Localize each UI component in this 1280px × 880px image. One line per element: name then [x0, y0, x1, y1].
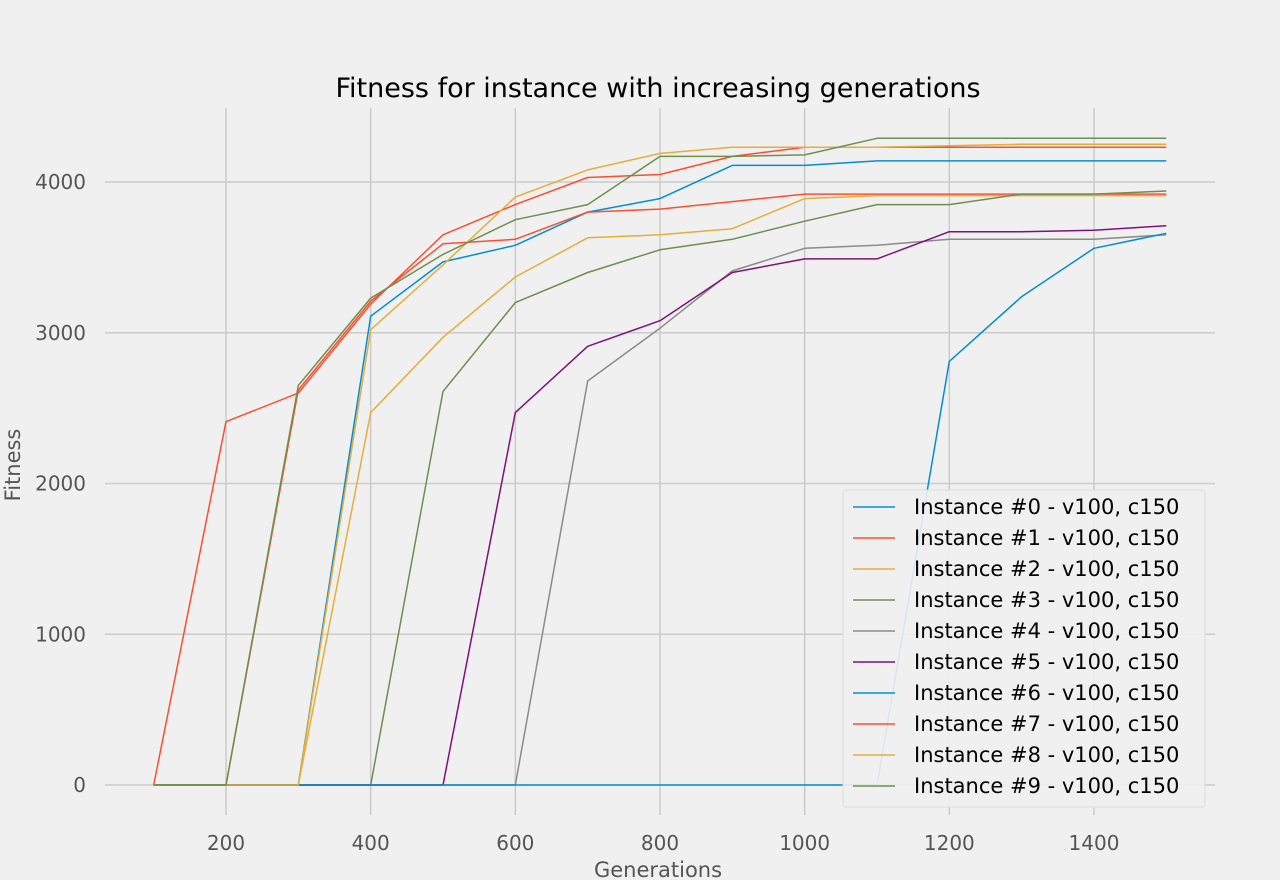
series-line-9 [153, 137, 1167, 786]
x-axis-label: Generations [594, 858, 722, 880]
legend-entry: Instance #0 - v100, c150 [914, 495, 1179, 519]
legend-entry: Instance #2 - v100, c150 [914, 557, 1179, 581]
legend-entry: Instance #6 - v100, c150 [914, 681, 1179, 705]
y-tick-label: 4000 [35, 170, 86, 194]
legend-entry: Instance #5 - v100, c150 [914, 650, 1179, 674]
legend-entry: Instance #7 - v100, c150 [914, 712, 1179, 736]
series-line-6 [153, 232, 1167, 786]
y-tick-label: 3000 [35, 321, 86, 345]
x-tick-label: 1200 [924, 831, 975, 855]
legend-entry: Instance #3 - v100, c150 [914, 588, 1179, 612]
series-line-2 [153, 194, 1167, 786]
x-tick-label: 1000 [779, 831, 830, 855]
y-tick-label: 1000 [35, 622, 86, 646]
x-tick-label: 600 [496, 831, 534, 855]
legend-box [842, 489, 1206, 808]
x-tick-label: 1400 [1069, 831, 1120, 855]
y-tick-label: 0 [73, 773, 86, 797]
series-line-8 [153, 143, 1167, 786]
x-tick-label: 200 [207, 831, 245, 855]
chart-title: Fitness for instance with increasing gen… [335, 73, 980, 104]
series-lines [152, 137, 1167, 786]
series-line-1 [153, 193, 1167, 786]
series-line-7 [152, 146, 1167, 786]
legend-entry: Instance #8 - v100, c150 [914, 743, 1179, 767]
legend-entry: Instance #4 - v100, c150 [914, 619, 1179, 643]
legend-entry: Instance #9 - v100, c150 [914, 774, 1179, 798]
x-tick-label: 800 [641, 831, 679, 855]
y-tick-label: 2000 [35, 472, 86, 496]
legend-entry: Instance #1 - v100, c150 [914, 526, 1179, 550]
legend: Instance #0 - v100, c150 Instance #1 - v1… [842, 489, 1206, 808]
tick-labels: 200 400 600 800 1000 1200 1400 0 1000 2000 3000 400… [35, 170, 1119, 855]
x-tick-label: 400 [352, 831, 390, 855]
y-axis-label: Fitness [1, 429, 25, 502]
